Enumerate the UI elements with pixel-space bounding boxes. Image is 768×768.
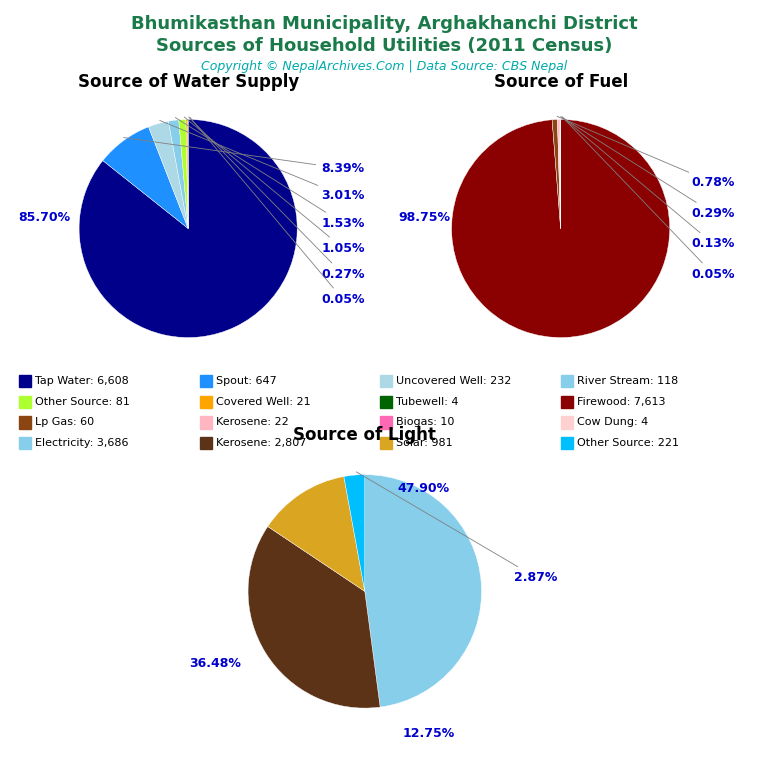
Wedge shape [344,475,365,591]
Text: 3.01%: 3.01% [160,121,365,202]
Text: Copyright © NepalArchives.Com | Data Source: CBS Nepal: Copyright © NepalArchives.Com | Data Sou… [201,60,567,73]
Text: Kerosene: 22: Kerosene: 22 [216,417,289,428]
Text: Solar: 981: Solar: 981 [396,438,453,449]
Text: Biogas: 10: Biogas: 10 [396,417,455,428]
Text: 1.05%: 1.05% [184,117,365,255]
Title: Source of Fuel: Source of Fuel [494,73,627,91]
Text: 0.27%: 0.27% [189,117,365,281]
Text: 1.53%: 1.53% [175,118,365,230]
Text: Tap Water: 6,608: Tap Water: 6,608 [35,376,129,386]
Text: Sources of Household Utilities (2011 Census): Sources of Household Utilities (2011 Cen… [156,37,612,55]
Text: 98.75%: 98.75% [399,211,450,224]
Text: 0.05%: 0.05% [562,117,735,281]
Title: Source of Water Supply: Source of Water Supply [78,73,299,91]
Text: 0.13%: 0.13% [562,117,735,250]
Text: 0.29%: 0.29% [561,117,735,220]
Text: Firewood: 7,613: Firewood: 7,613 [577,396,665,407]
Wedge shape [168,120,188,229]
Text: 8.39%: 8.39% [124,137,364,175]
Wedge shape [365,475,482,707]
Wedge shape [148,121,188,229]
Text: 12.75%: 12.75% [403,727,455,740]
Text: 2.87%: 2.87% [356,472,558,584]
Wedge shape [559,120,561,229]
Text: 0.05%: 0.05% [190,118,365,306]
Wedge shape [186,120,188,229]
Text: Bhumikasthan Municipality, Arghakhanchi District: Bhumikasthan Municipality, Arghakhanchi … [131,15,637,33]
Text: Covered Well: 21: Covered Well: 21 [216,396,310,407]
Text: Other Source: 221: Other Source: 221 [577,438,679,449]
Wedge shape [103,127,188,229]
Text: Kerosene: 2,807: Kerosene: 2,807 [216,438,306,449]
Text: 0.78%: 0.78% [557,116,735,189]
Title: Source of Light: Source of Light [293,426,436,444]
Text: River Stream: 118: River Stream: 118 [577,376,678,386]
Text: Electricity: 3,686: Electricity: 3,686 [35,438,129,449]
Text: Other Source: 81: Other Source: 81 [35,396,131,407]
Text: Cow Dung: 4: Cow Dung: 4 [577,417,648,428]
Text: Uncovered Well: 232: Uncovered Well: 232 [396,376,511,386]
Wedge shape [452,119,670,337]
Text: 47.90%: 47.90% [397,482,449,495]
Text: 36.48%: 36.48% [190,657,241,670]
Text: 85.70%: 85.70% [18,211,70,224]
Text: Spout: 647: Spout: 647 [216,376,276,386]
Wedge shape [552,120,561,229]
Wedge shape [179,120,188,229]
Wedge shape [79,119,297,337]
Wedge shape [248,527,380,708]
Text: Tubewell: 4: Tubewell: 4 [396,396,458,407]
Text: Lp Gas: 60: Lp Gas: 60 [35,417,94,428]
Wedge shape [268,476,365,591]
Wedge shape [558,120,561,229]
